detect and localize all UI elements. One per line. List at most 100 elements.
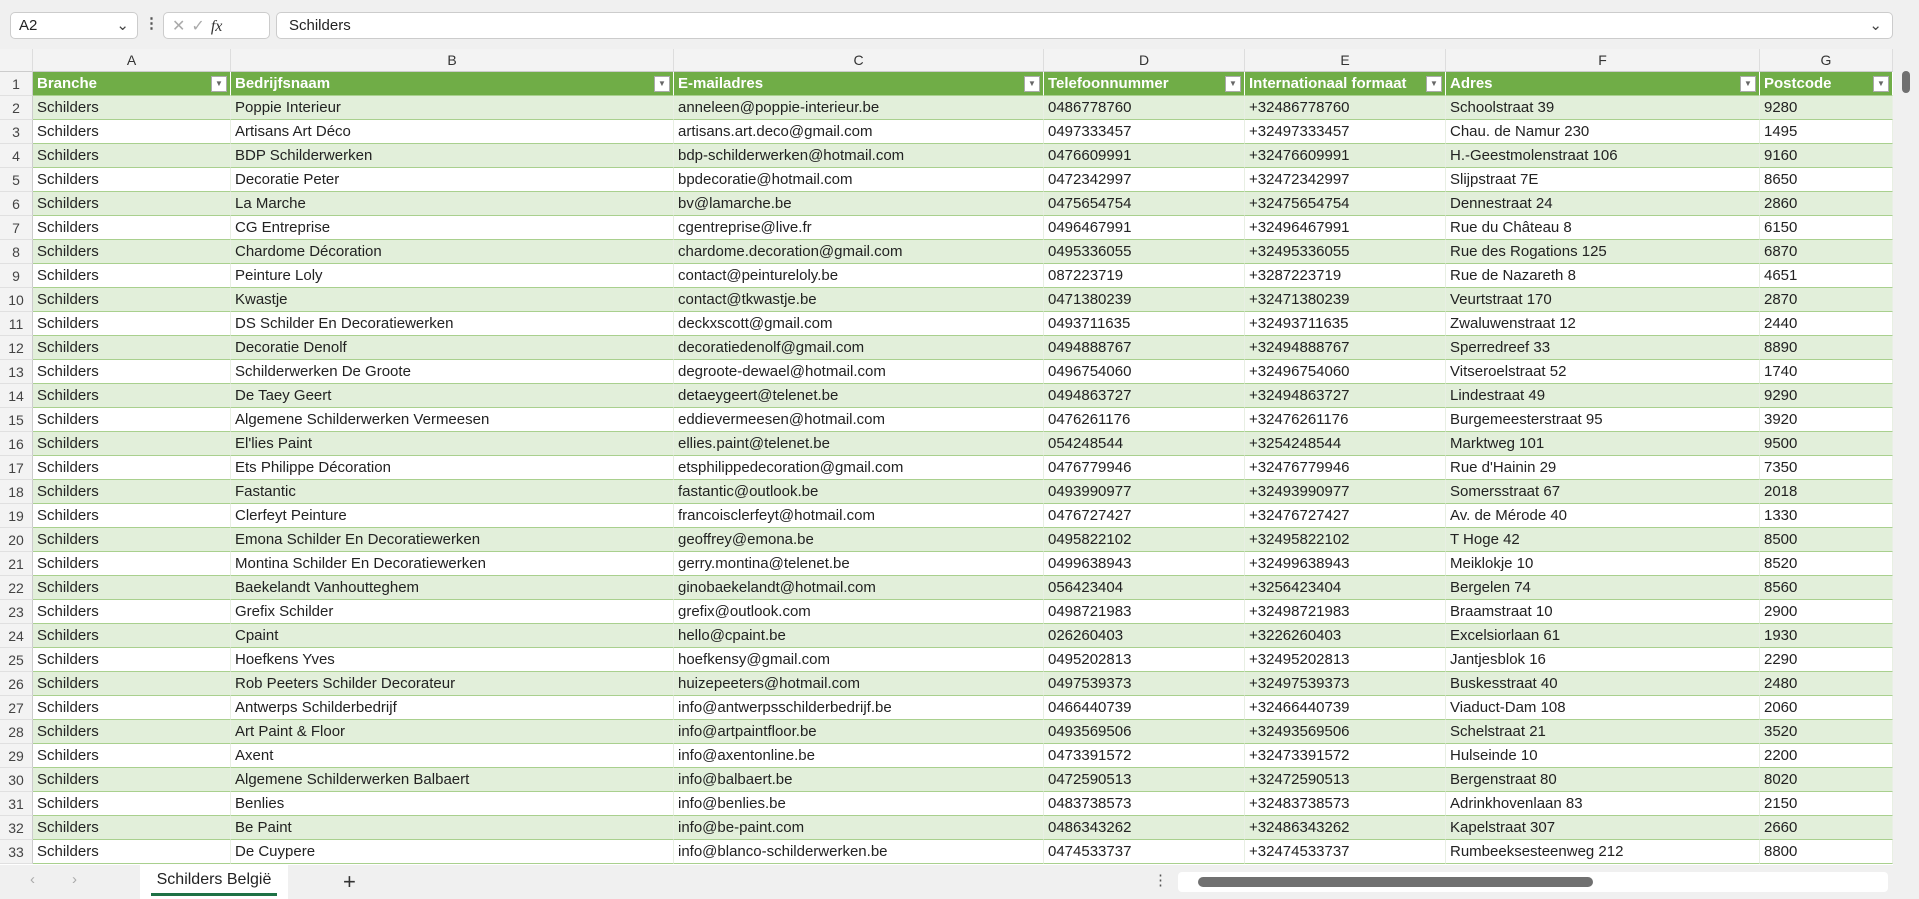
cell[interactable]: 4651 bbox=[1760, 264, 1893, 288]
cell[interactable]: Schilders bbox=[33, 144, 231, 168]
row-number[interactable]: 8 bbox=[0, 240, 33, 264]
cell[interactable]: bv@lamarche.be bbox=[674, 192, 1044, 216]
cell[interactable]: La Marche bbox=[231, 192, 674, 216]
cell[interactable]: Be Paint bbox=[231, 816, 674, 840]
cell[interactable]: 7350 bbox=[1760, 456, 1893, 480]
cell[interactable]: eddievermeesen@hotmail.com bbox=[674, 408, 1044, 432]
cell[interactable]: 0494863727 bbox=[1044, 384, 1245, 408]
column-header[interactable]: E bbox=[1245, 49, 1446, 72]
cell[interactable]: 0495336055 bbox=[1044, 240, 1245, 264]
cell[interactable]: +32495202813 bbox=[1245, 648, 1446, 672]
cell[interactable]: 8520 bbox=[1760, 552, 1893, 576]
sheet-tab-active[interactable]: Schilders België bbox=[140, 865, 288, 899]
cell[interactable]: etsphilippedecoration@gmail.com bbox=[674, 456, 1044, 480]
cell[interactable]: Peinture Loly bbox=[231, 264, 674, 288]
row-number[interactable]: 13 bbox=[0, 360, 33, 384]
header-cell[interactable]: Postcode ▼ bbox=[1760, 72, 1893, 96]
cell[interactable]: Chau. de Namur 230 bbox=[1446, 120, 1760, 144]
cell[interactable]: Axent bbox=[231, 744, 674, 768]
row-number[interactable]: 17 bbox=[0, 456, 33, 480]
cell[interactable]: +32474533737 bbox=[1245, 840, 1446, 864]
filter-dropdown-icon[interactable]: ▼ bbox=[1024, 76, 1040, 92]
cell[interactable]: +32476779946 bbox=[1245, 456, 1446, 480]
cell[interactable]: +3287223719 bbox=[1245, 264, 1446, 288]
cell[interactable]: 8890 bbox=[1760, 336, 1893, 360]
cell[interactable]: +3256423404 bbox=[1245, 576, 1446, 600]
cell[interactable]: Schilders bbox=[33, 360, 231, 384]
insert-function-icon[interactable]: fx bbox=[210, 18, 223, 35]
cell[interactable]: Bergenstraat 80 bbox=[1446, 768, 1760, 792]
cell[interactable]: +32472590513 bbox=[1245, 768, 1446, 792]
cell[interactable]: 0493711635 bbox=[1044, 312, 1245, 336]
cell[interactable]: Slijpstraat 7E bbox=[1446, 168, 1760, 192]
row-number[interactable]: 11 bbox=[0, 312, 33, 336]
cell[interactable]: Schilders bbox=[33, 552, 231, 576]
cell[interactable]: Decoratie Denolf bbox=[231, 336, 674, 360]
filter-dropdown-icon[interactable]: ▼ bbox=[1740, 76, 1756, 92]
cell[interactable]: +32476609991 bbox=[1245, 144, 1446, 168]
cell[interactable]: Schilders bbox=[33, 168, 231, 192]
cell[interactable]: De Taey Geert bbox=[231, 384, 674, 408]
cell[interactable]: 0473391572 bbox=[1044, 744, 1245, 768]
cell[interactable]: 0474533737 bbox=[1044, 840, 1245, 864]
cell[interactable]: info@benlies.be bbox=[674, 792, 1044, 816]
cell[interactable]: Antwerps Schilderbedrijf bbox=[231, 696, 674, 720]
row-number[interactable]: 28 bbox=[0, 720, 33, 744]
cell[interactable]: 056423404 bbox=[1044, 576, 1245, 600]
cell[interactable]: Kwastje bbox=[231, 288, 674, 312]
cell[interactable]: Burgemeesterstraat 95 bbox=[1446, 408, 1760, 432]
row-number[interactable]: 3 bbox=[0, 120, 33, 144]
cell[interactable]: info@axentonline.be bbox=[674, 744, 1044, 768]
cell[interactable]: 2060 bbox=[1760, 696, 1893, 720]
cell[interactable]: Schilders bbox=[33, 696, 231, 720]
row-number[interactable]: 7 bbox=[0, 216, 33, 240]
cell[interactable]: grefix@outlook.com bbox=[674, 600, 1044, 624]
next-sheet-icon[interactable]: › bbox=[72, 871, 77, 888]
cell[interactable]: 8560 bbox=[1760, 576, 1893, 600]
cell[interactable]: Meiklokje 10 bbox=[1446, 552, 1760, 576]
cell[interactable]: 2660 bbox=[1760, 816, 1893, 840]
cell[interactable]: 0495822102 bbox=[1044, 528, 1245, 552]
cell[interactable]: 0497333457 bbox=[1044, 120, 1245, 144]
cell[interactable]: Ets Philippe Décoration bbox=[231, 456, 674, 480]
cell[interactable]: H.-Geestmolenstraat 106 bbox=[1446, 144, 1760, 168]
cell[interactable]: Schilders bbox=[33, 600, 231, 624]
cell[interactable]: Rumbeeksesteenweg 212 bbox=[1446, 840, 1760, 864]
column-header[interactable]: B bbox=[231, 49, 674, 72]
cell[interactable]: Schilders bbox=[33, 264, 231, 288]
cell[interactable]: Braamstraat 10 bbox=[1446, 600, 1760, 624]
row-number[interactable]: 23 bbox=[0, 600, 33, 624]
cell[interactable]: Schilders bbox=[33, 528, 231, 552]
cell[interactable]: Algemene Schilderwerken Balbaert bbox=[231, 768, 674, 792]
cell[interactable]: +32466440739 bbox=[1245, 696, 1446, 720]
filter-dropdown-icon[interactable]: ▼ bbox=[211, 76, 227, 92]
cell[interactable]: gerry.montina@telenet.be bbox=[674, 552, 1044, 576]
prev-sheet-icon[interactable]: ‹ bbox=[30, 871, 35, 888]
row-number[interactable]: 1 bbox=[0, 72, 33, 96]
cell[interactable]: Schilders bbox=[33, 480, 231, 504]
cell[interactable]: 0486343262 bbox=[1044, 816, 1245, 840]
cell[interactable]: Schilders bbox=[33, 648, 231, 672]
row-number[interactable]: 18 bbox=[0, 480, 33, 504]
cell[interactable]: huizepeeters@hotmail.com bbox=[674, 672, 1044, 696]
cell[interactable]: 0493990977 bbox=[1044, 480, 1245, 504]
filter-dropdown-icon[interactable]: ▼ bbox=[654, 76, 670, 92]
scroll-thumb[interactable] bbox=[1198, 877, 1593, 887]
row-number[interactable]: 21 bbox=[0, 552, 33, 576]
cell[interactable]: cgentreprise@live.fr bbox=[674, 216, 1044, 240]
cell[interactable]: 0471380239 bbox=[1044, 288, 1245, 312]
filter-dropdown-icon[interactable]: ▼ bbox=[1225, 76, 1241, 92]
row-number[interactable]: 27 bbox=[0, 696, 33, 720]
cell[interactable]: Schilders bbox=[33, 504, 231, 528]
cell[interactable]: info@blanco-schilderwerken.be bbox=[674, 840, 1044, 864]
row-number[interactable]: 29 bbox=[0, 744, 33, 768]
name-box[interactable]: A2 ⌄ bbox=[10, 12, 138, 39]
cell[interactable]: fastantic@outlook.be bbox=[674, 480, 1044, 504]
select-all[interactable] bbox=[0, 49, 33, 72]
header-cell[interactable]: E-mailadres ▼ bbox=[674, 72, 1044, 96]
row-number[interactable]: 26 bbox=[0, 672, 33, 696]
cell[interactable]: 2860 bbox=[1760, 192, 1893, 216]
row-number[interactable]: 30 bbox=[0, 768, 33, 792]
cell[interactable]: detaeygeert@telenet.be bbox=[674, 384, 1044, 408]
cell[interactable]: 0497539373 bbox=[1044, 672, 1245, 696]
